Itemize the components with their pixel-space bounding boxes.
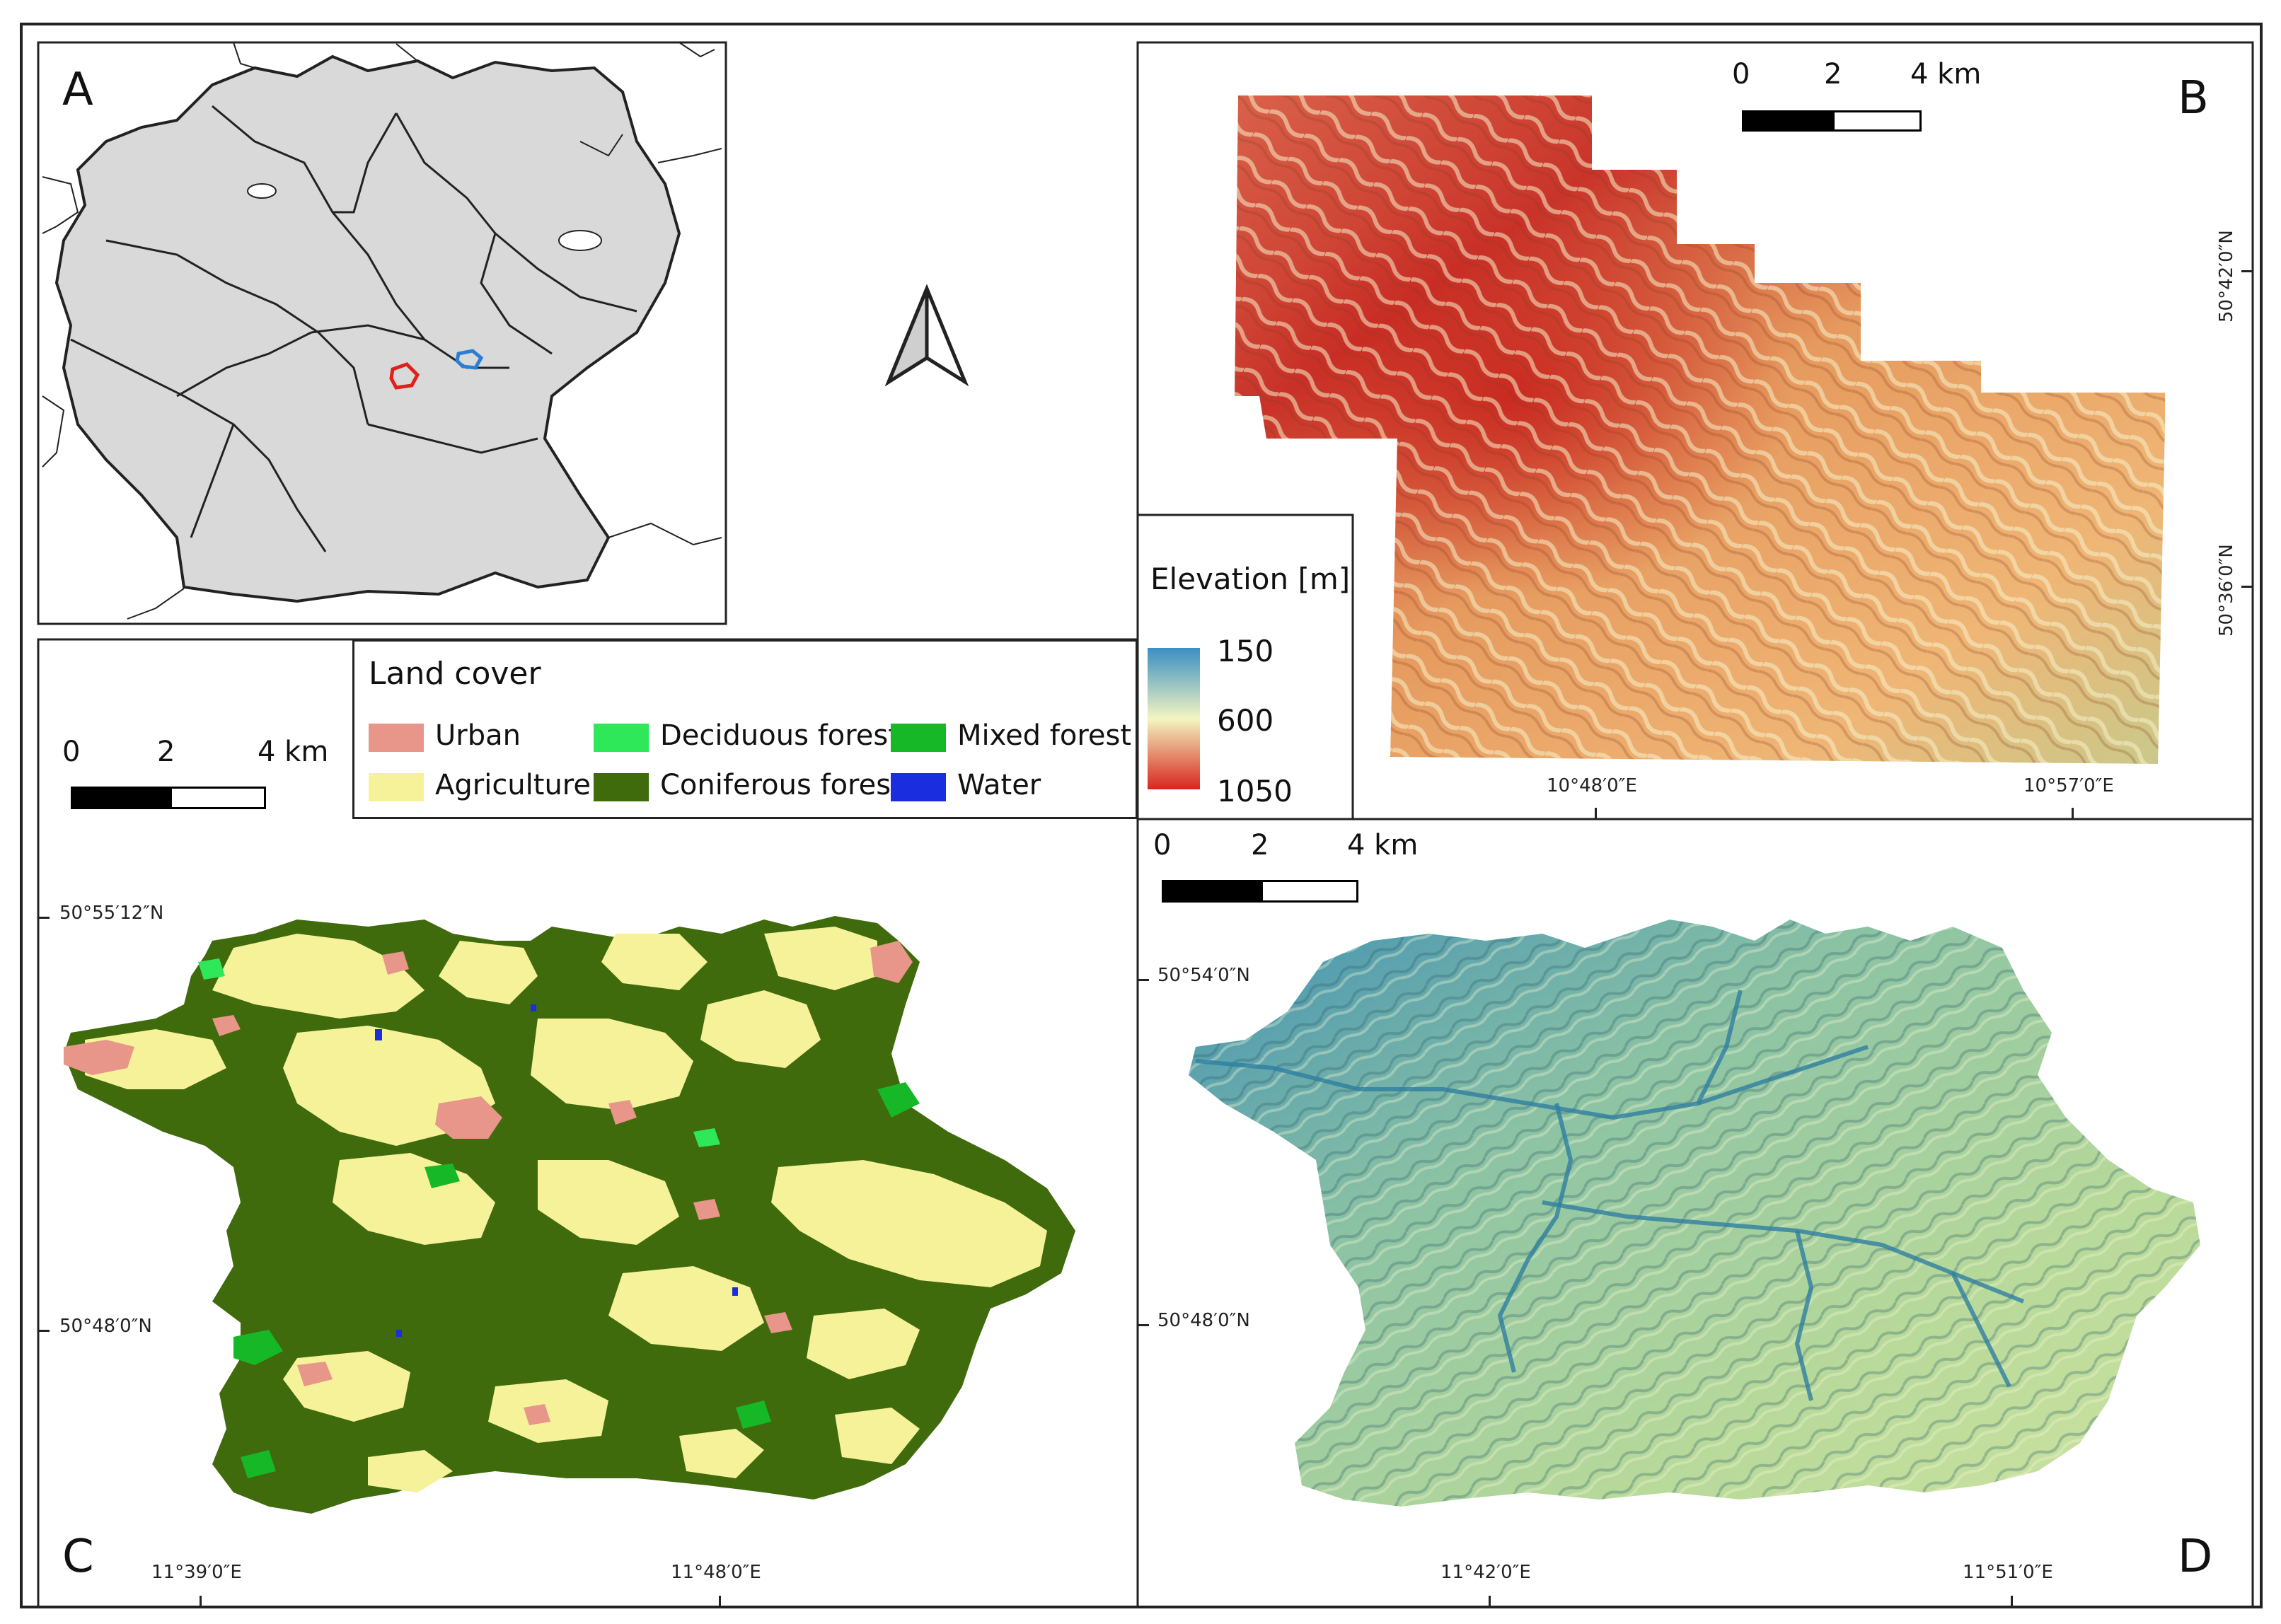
scalebar-segment-white: [170, 787, 266, 809]
scalebar-segment-white: [1261, 880, 1358, 903]
scalebar-segment-black: [1742, 110, 1832, 132]
land-cover-legend-title: Land cover: [369, 656, 541, 692]
legend-swatch-urban: [369, 724, 424, 752]
panel-c-landcover-map: [64, 916, 1075, 1514]
germany-outline: [54, 54, 681, 603]
scalebar-segment-black: [71, 787, 170, 809]
panel-label-b: B: [2178, 72, 2209, 124]
elevation-value-low: 150: [1217, 634, 1274, 668]
grid-tick: [1595, 808, 1597, 819]
north-arrow-icon: [884, 284, 969, 387]
scalebar-label: 4 km: [258, 736, 329, 768]
coord-label-d-lon: 11°51′0″E: [1963, 1562, 2053, 1583]
panel-label-d: D: [2178, 1531, 2213, 1583]
grid-tick: [1489, 1596, 1491, 1607]
study-area-red: [389, 362, 420, 390]
elevation-value-high: 1050: [1217, 774, 1293, 808]
coord-label-c-lat: 50°55′12″N: [59, 903, 164, 924]
legend-label-mixed: Mixed forest: [957, 719, 1132, 752]
coord-label-c-lon: 11°48′0″E: [671, 1562, 761, 1583]
coord-label-c-lon: 11°39′0″E: [151, 1562, 242, 1583]
scalebar-label: 2: [157, 736, 175, 768]
scalebar-segment-black: [1162, 880, 1261, 903]
grid-tick: [2011, 1596, 2013, 1607]
grid-tick: [200, 1596, 202, 1607]
grid-tick: [2241, 270, 2253, 272]
scalebar-label: 2: [1251, 829, 1269, 862]
panel-d-dem: [1189, 920, 2200, 1507]
scalebar-label: 0: [1153, 829, 1172, 862]
coord-label-b-lon: 10°48′0″E: [1547, 775, 1637, 796]
legend-label-water: Water: [957, 769, 1041, 801]
grid-tick: [2241, 586, 2253, 588]
elevation-value-mid: 600: [1217, 703, 1274, 738]
legend-label-urban: Urban: [435, 719, 521, 752]
coord-label-b-lat: 50°42′0″N: [2216, 230, 2237, 323]
panel-label-a: A: [62, 64, 93, 116]
scalebar-label: 4 km: [1910, 58, 1982, 91]
elevation-color-ramp: [1148, 648, 1200, 789]
grid-tick: [719, 1596, 721, 1607]
scalebar-label: 2: [1824, 58, 1842, 91]
coord-label-d-lat: 50°54′0″N: [1157, 965, 1250, 986]
scalebar-label: 0: [1732, 58, 1750, 91]
coord-label-d-lon: 11°42′0″E: [1440, 1562, 1531, 1583]
grid-tick: [1138, 979, 1149, 981]
panel-a-map: [37, 41, 969, 625]
coord-label-b-lat: 50°36′0″N: [2216, 544, 2237, 637]
legend-swatch-deciduous: [594, 724, 649, 752]
coord-label-c-lat: 50°48′0″N: [59, 1316, 152, 1337]
legend-swatch-coniferous: [594, 773, 649, 801]
study-area-blue: [455, 349, 484, 370]
legend-swatch-mixed: [891, 724, 946, 752]
grid-tick: [38, 917, 50, 919]
panel-d-frame: [1136, 818, 2254, 1608]
coord-label-b-lon: 10°57′0″E: [2023, 775, 2114, 796]
elevation-legend-title: Elevation [m]: [1150, 562, 1351, 596]
land-cover-legend: Land cover Urban Agriculture Deciduous f…: [352, 639, 1138, 819]
scalebar-label: 4 km: [1347, 829, 1419, 862]
legend-label-agriculture: Agriculture: [435, 769, 591, 801]
legend-swatch-agriculture: [369, 773, 424, 801]
legend-swatch-water: [891, 773, 946, 801]
legend-label-coniferous: Coniferous forest: [660, 769, 902, 801]
grid-tick: [2072, 808, 2074, 819]
grid-tick: [38, 1330, 50, 1332]
panel-label-c: C: [62, 1531, 94, 1583]
scalebar-label: 0: [62, 736, 81, 768]
coord-label-d-lat: 50°48′0″N: [1157, 1310, 1250, 1331]
grid-tick: [1138, 1324, 1149, 1326]
panel-b-dem: [1235, 95, 2165, 764]
scalebar-segment-white: [1832, 110, 1922, 132]
legend-label-deciduous: Deciduous forest: [660, 719, 899, 752]
